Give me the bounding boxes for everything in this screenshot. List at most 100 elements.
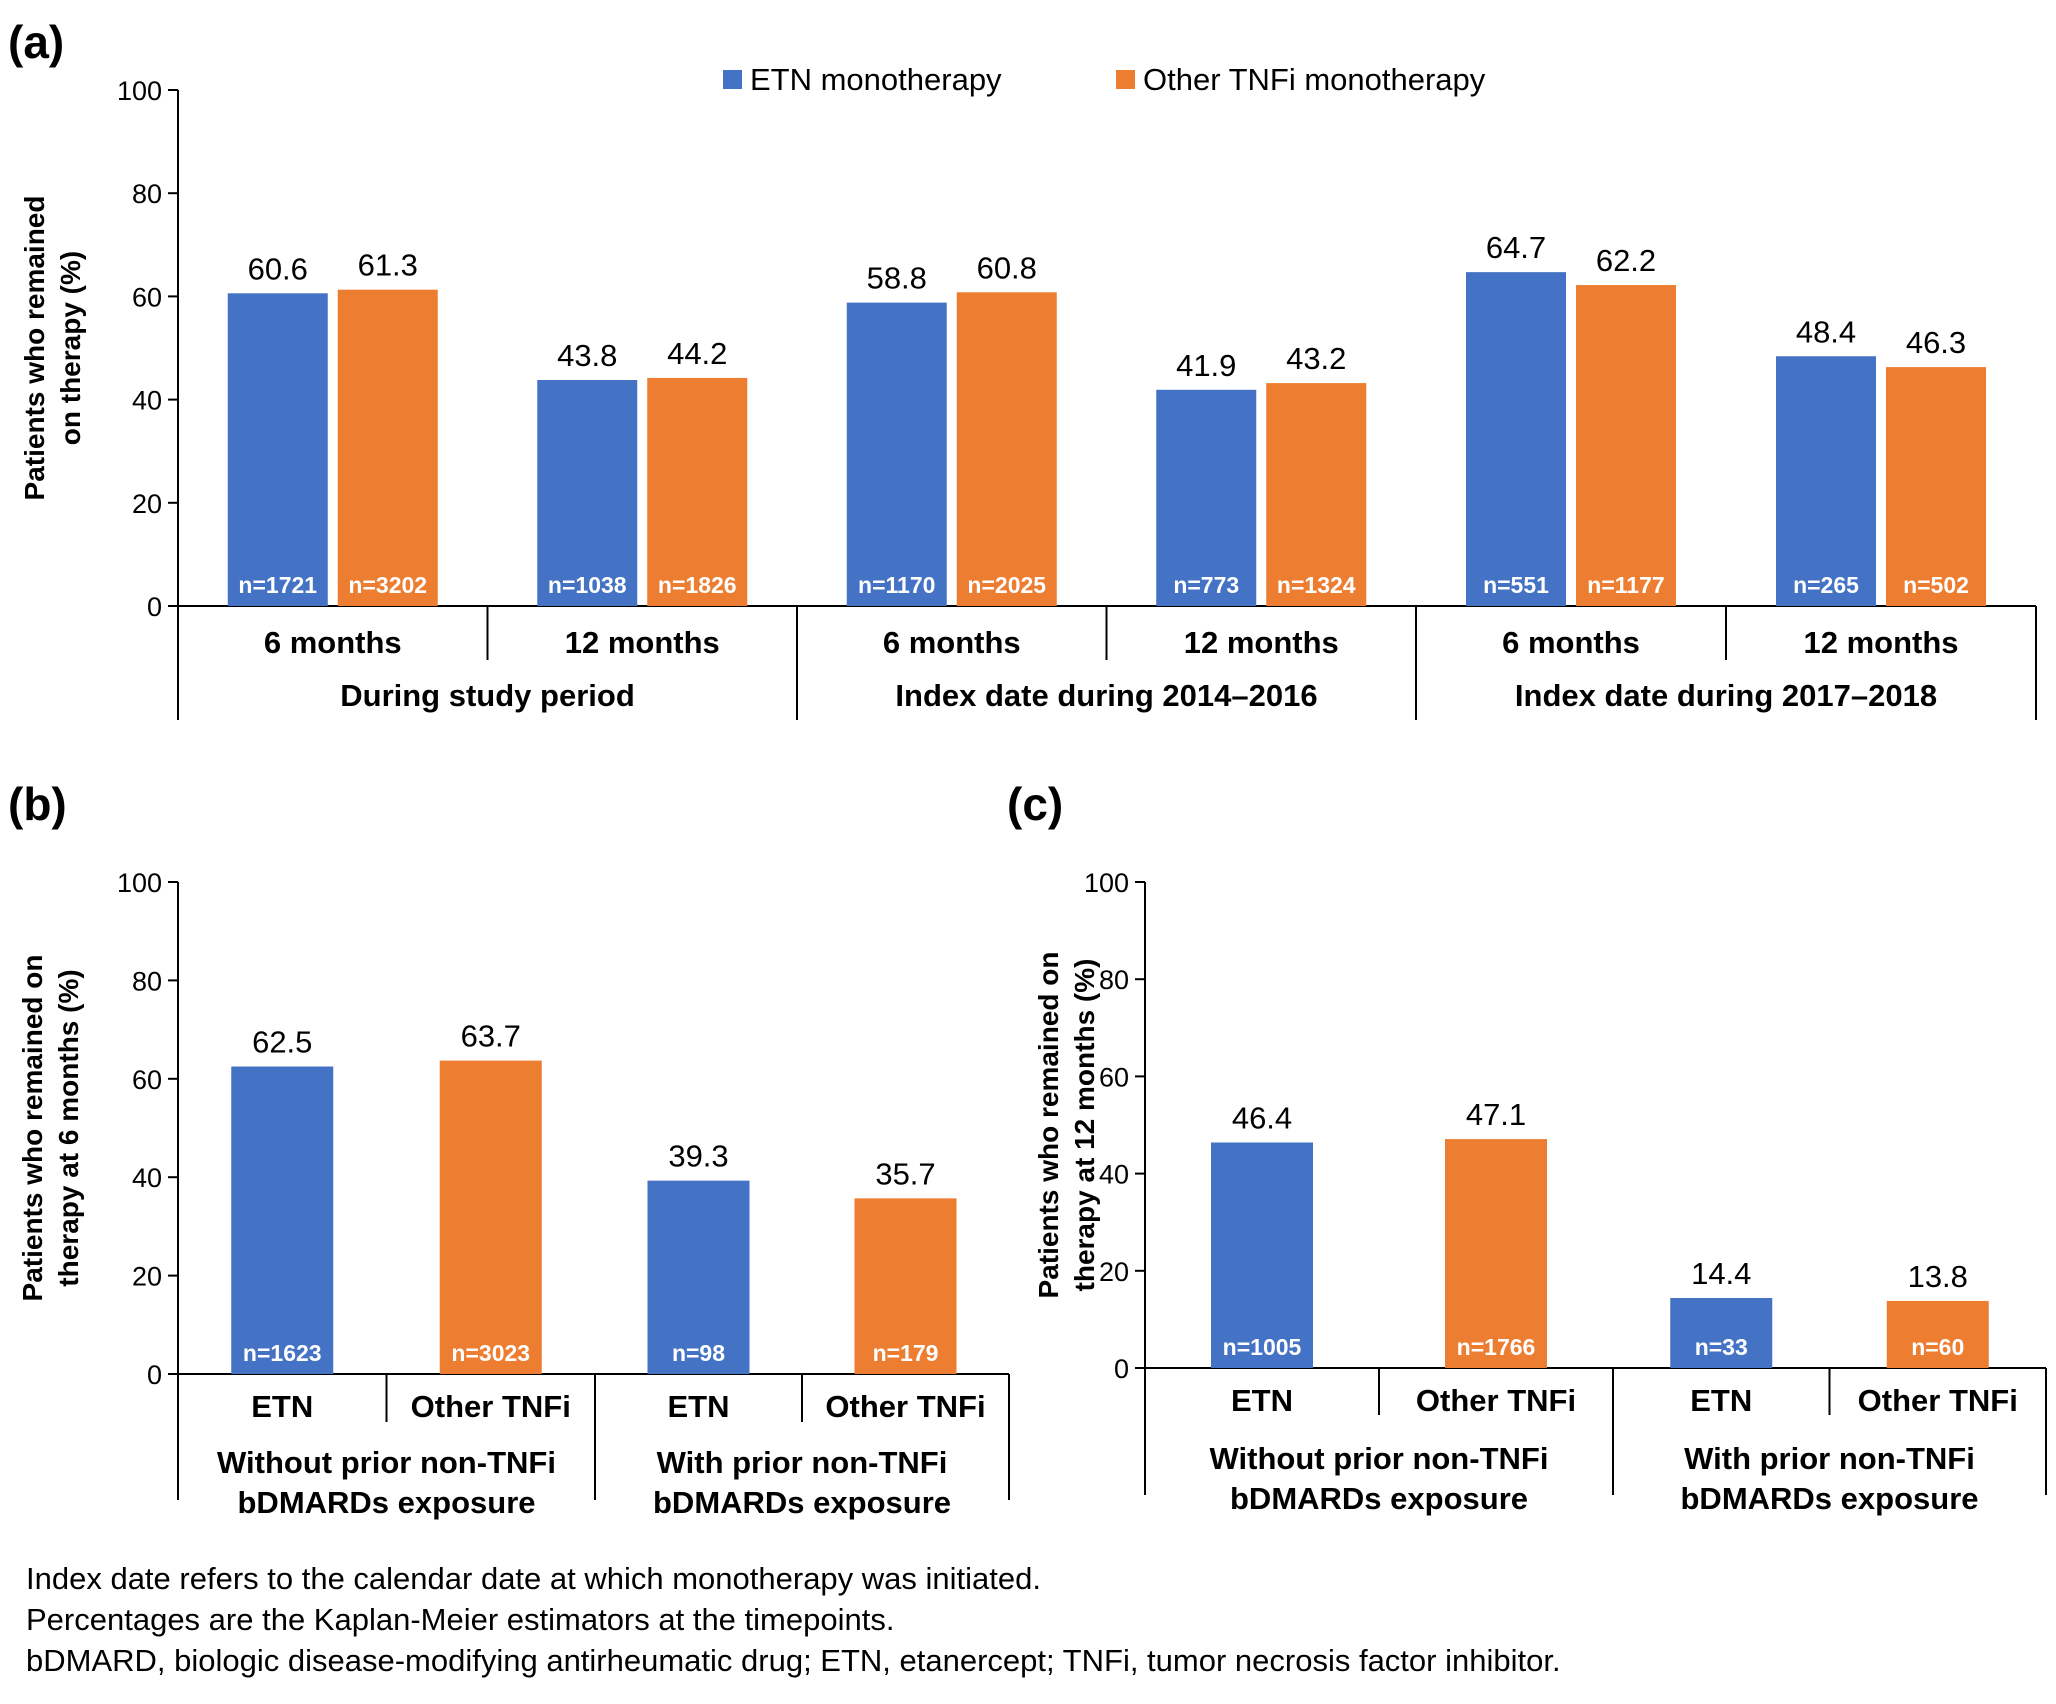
y-axis-title-line: therapy at 6 months (%) — [53, 969, 84, 1286]
bar-n-label: n=1623 — [243, 1340, 322, 1366]
footnote-index-date: Index date refers to the calendar date a… — [26, 1561, 1041, 1596]
x-group-label: bDMARDs exposure — [238, 1485, 536, 1520]
bar-n-label: n=1826 — [658, 572, 737, 598]
bar-n-label: n=1721 — [238, 572, 317, 598]
bar-value-label: 43.2 — [1286, 341, 1346, 376]
bar — [1670, 1298, 1773, 1368]
y-tick-label: 20 — [1099, 1257, 1129, 1287]
bar-n-label: n=265 — [1793, 572, 1859, 598]
bar-n-label: n=1177 — [1587, 572, 1664, 598]
bar-value-label: 46.4 — [1232, 1100, 1292, 1135]
bar — [956, 292, 1057, 606]
x-group-label: bDMARDs exposure — [1681, 1481, 1979, 1516]
bar — [337, 289, 438, 606]
bar-value-label: 62.2 — [1596, 243, 1656, 278]
panel-c-y-axis-title: Patients who remained on therapy at 12 mo… — [1033, 952, 1100, 1299]
bar-n-label: n=3202 — [348, 572, 427, 598]
panel-a-y-axis-title: Patients who remained on therapy (%) — [19, 196, 86, 501]
bar-value-label: 14.4 — [1691, 1256, 1751, 1291]
y-axis-title-line: Patients who remained on — [1033, 952, 1064, 1299]
legend-swatch-other — [1116, 70, 1135, 89]
x-category-label: Other TNFi — [1858, 1383, 2018, 1418]
y-tick-label: 80 — [132, 966, 162, 996]
bar-n-label: n=1038 — [548, 572, 627, 598]
bar-value-label: 47.1 — [1466, 1097, 1526, 1132]
y-tick-label: 40 — [132, 1163, 162, 1193]
y-tick-label: 100 — [1084, 868, 1129, 898]
y-tick-label: 40 — [1099, 1160, 1129, 1190]
footnotes: Index date refers to the calendar date a… — [26, 1558, 1561, 1681]
x-category-label: Other TNFi — [1416, 1383, 1576, 1418]
y-tick-label: 80 — [132, 179, 162, 209]
panel-a-chart: (a) 0 20 40 60 80 100 Patients who remained on t… — [8, 16, 2037, 720]
bar — [537, 379, 638, 606]
bar — [1156, 389, 1257, 606]
bar-n-label: n=502 — [1903, 572, 1969, 598]
y-tick-label: 80 — [1099, 965, 1129, 995]
footnote-kaplan-meier: Percentages are the Kaplan-Meier estimat… — [26, 1602, 895, 1637]
x-category-label: ETN — [1690, 1383, 1752, 1418]
bar-value-label: 13.8 — [1908, 1259, 1968, 1294]
bar-value-label: 64.7 — [1486, 230, 1546, 265]
bar — [647, 377, 748, 606]
bar-value-label: 62.5 — [252, 1025, 312, 1060]
bar-value-label: 63.7 — [461, 1019, 521, 1054]
x-category-label: Other TNFi — [825, 1389, 985, 1424]
y-tick-label: 60 — [132, 1065, 162, 1095]
y-tick-label: 20 — [132, 1262, 162, 1292]
panel-a-label: (a) — [8, 16, 64, 68]
bar-n-label: n=1324 — [1277, 572, 1356, 598]
y-tick-label: 0 — [1114, 1354, 1129, 1384]
x-category-label: 6 months — [1502, 625, 1640, 660]
bar-value-label: 48.4 — [1796, 314, 1856, 349]
x-category-label: 12 months — [565, 625, 720, 660]
x-group-label: With prior non-TNFi — [657, 1445, 948, 1480]
legend-label-other: Other TNFi monotherapy — [1143, 62, 1486, 97]
y-tick-label: 60 — [1099, 1062, 1129, 1092]
bar — [231, 1066, 334, 1374]
y-tick-label: 100 — [117, 868, 162, 898]
bar-n-label: n=1170 — [858, 572, 935, 598]
bar-n-label: n=179 — [873, 1340, 939, 1366]
x-group-label: Without prior non-TNFi — [217, 1445, 556, 1480]
x-group-label: Index date during 2017–2018 — [1515, 678, 1937, 713]
x-group-label: bDMARDs exposure — [653, 1485, 951, 1520]
y-tick-label: 0 — [147, 592, 162, 622]
bar-value-label: 46.3 — [1906, 325, 1966, 360]
bar — [854, 1198, 957, 1374]
bar-value-label: 44.2 — [667, 336, 727, 371]
bar — [439, 1060, 542, 1374]
x-category-label: ETN — [251, 1389, 313, 1424]
bar-value-label: 41.9 — [1176, 348, 1236, 383]
y-axis-title-line: Patients who remained — [19, 196, 50, 501]
x-group-label: bDMARDs exposure — [1230, 1481, 1528, 1516]
bar — [1576, 285, 1676, 606]
y-tick-label: 60 — [132, 282, 162, 312]
bar-n-label: n=551 — [1483, 572, 1549, 598]
legend-swatch-etn — [723, 70, 742, 89]
bar-value-label: 35.7 — [875, 1156, 935, 1191]
bar-value-label: 60.8 — [977, 250, 1037, 285]
bar-value-label: 60.6 — [248, 251, 308, 286]
bar-n-label: n=33 — [1695, 1334, 1748, 1360]
bar-value-label: 43.8 — [557, 338, 617, 373]
bar — [1211, 1142, 1313, 1368]
bar-n-label: n=773 — [1173, 572, 1239, 598]
y-tick-label: 20 — [132, 489, 162, 519]
panel-b-chart: (b) 0 20 40 60 80 100 Patients who remained on t… — [8, 778, 1010, 1520]
x-category-label: ETN — [668, 1389, 730, 1424]
panel-b-label: (b) — [8, 778, 67, 830]
bar — [1776, 356, 1876, 606]
panel-c-label: (c) — [1007, 778, 1063, 830]
bar-value-label: 58.8 — [867, 261, 927, 296]
panel-c-chart: (c) 0 20 40 60 80 100 Patients who remained on t… — [1007, 778, 2047, 1516]
y-tick-label: 100 — [117, 76, 162, 106]
y-tick-label: 40 — [132, 386, 162, 416]
bar-n-label: n=1005 — [1223, 1334, 1302, 1360]
x-category-label: 6 months — [883, 625, 1021, 660]
bar-value-label: 61.3 — [358, 248, 418, 283]
x-category-label: Other TNFi — [411, 1389, 571, 1424]
x-category-label: 12 months — [1184, 625, 1339, 660]
bar — [1886, 367, 1986, 606]
